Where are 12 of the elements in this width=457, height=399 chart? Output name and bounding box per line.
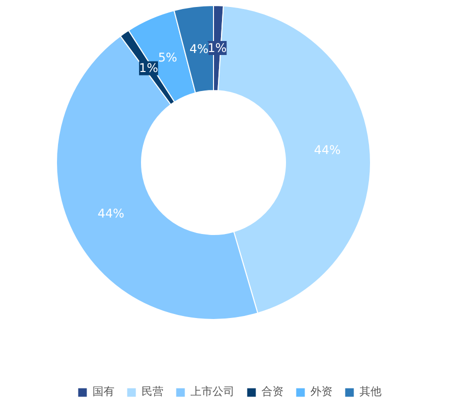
- legend-label: 民营: [142, 384, 164, 399]
- data-label: 5%: [158, 50, 178, 65]
- data-label: 1%: [139, 61, 158, 76]
- legend-label: 合资: [262, 384, 284, 399]
- legend-label: 其他: [360, 384, 382, 399]
- data-label: 44%: [314, 142, 341, 157]
- legend-label: 外资: [310, 384, 332, 399]
- legend-label: 国有: [92, 384, 114, 399]
- legend-label: 上市公司: [190, 384, 234, 399]
- data-label: 44%: [98, 206, 124, 220]
- data-label: 4%: [189, 42, 209, 56]
- data-label: 1%: [208, 41, 227, 56]
